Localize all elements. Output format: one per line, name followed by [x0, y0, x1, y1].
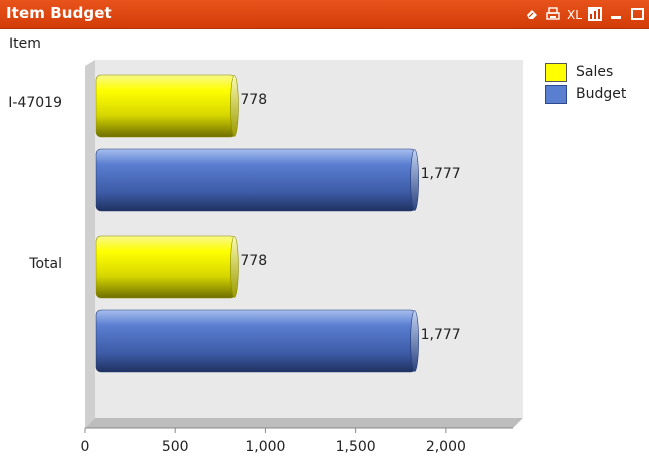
- value-labels: 778 1,777 778 1,777: [240, 92, 460, 343]
- minimize-icon[interactable]: [608, 6, 624, 22]
- bar-budget-0: [95, 148, 416, 212]
- maximize-icon[interactable]: [629, 6, 645, 22]
- legend-label-budget: Budget: [576, 86, 627, 102]
- excel-label: XL: [567, 8, 582, 22]
- x-tick-label-3: 1,500: [336, 439, 376, 455]
- x-tick-label-2: 1,000: [245, 439, 285, 455]
- chart-type-icon[interactable]: [587, 6, 603, 22]
- bar-sales-1: [95, 235, 236, 299]
- dimension-label: Item: [9, 36, 41, 52]
- bar-cap-budget-0: [410, 149, 419, 211]
- eraser-icon[interactable]: [524, 6, 540, 22]
- title-bar: Item Budget XL: [0, 0, 649, 29]
- bar-cap-sales-1: [230, 236, 239, 298]
- legend-swatch-sales: [545, 62, 567, 82]
- excel-export-icon[interactable]: XL: [566, 6, 582, 22]
- bar-cap-sales-0: [230, 75, 239, 137]
- value-label-budget-1: 1,777: [421, 327, 461, 343]
- bar-cap-budget-1: [410, 310, 419, 372]
- value-label-sales-0: 778: [240, 92, 267, 108]
- value-label-budget-0: 1,777: [421, 166, 461, 182]
- category-labels: I-47019 Total: [8, 95, 62, 272]
- print-icon[interactable]: [545, 6, 561, 22]
- bar-sales-0: [95, 74, 236, 138]
- plot-floor: [85, 418, 523, 428]
- legend-item-budget[interactable]: Budget: [545, 84, 626, 104]
- legend-swatch-budget: [545, 84, 567, 104]
- x-tick-label-4: 2,000: [426, 439, 466, 455]
- category-label-1: Total: [28, 256, 62, 272]
- legend-item-sales[interactable]: Sales: [545, 62, 626, 82]
- category-label-0: I-47019: [8, 95, 62, 111]
- x-axis-ticks: 0 500 1,000 1,500 2,000: [81, 428, 466, 455]
- bar-group: [95, 74, 419, 373]
- x-tick-label-0: 0: [81, 439, 90, 455]
- title-bar-icons: XL: [524, 5, 645, 23]
- bar-budget-1: [95, 309, 416, 373]
- legend-label-sales: Sales: [576, 64, 614, 80]
- legend[interactable]: Sales Budget: [545, 62, 626, 106]
- plot-left-wall: [85, 60, 95, 428]
- chart-title: Item Budget: [6, 4, 112, 22]
- x-tick-label-1: 500: [162, 439, 189, 455]
- value-label-sales-1: 778: [240, 253, 267, 269]
